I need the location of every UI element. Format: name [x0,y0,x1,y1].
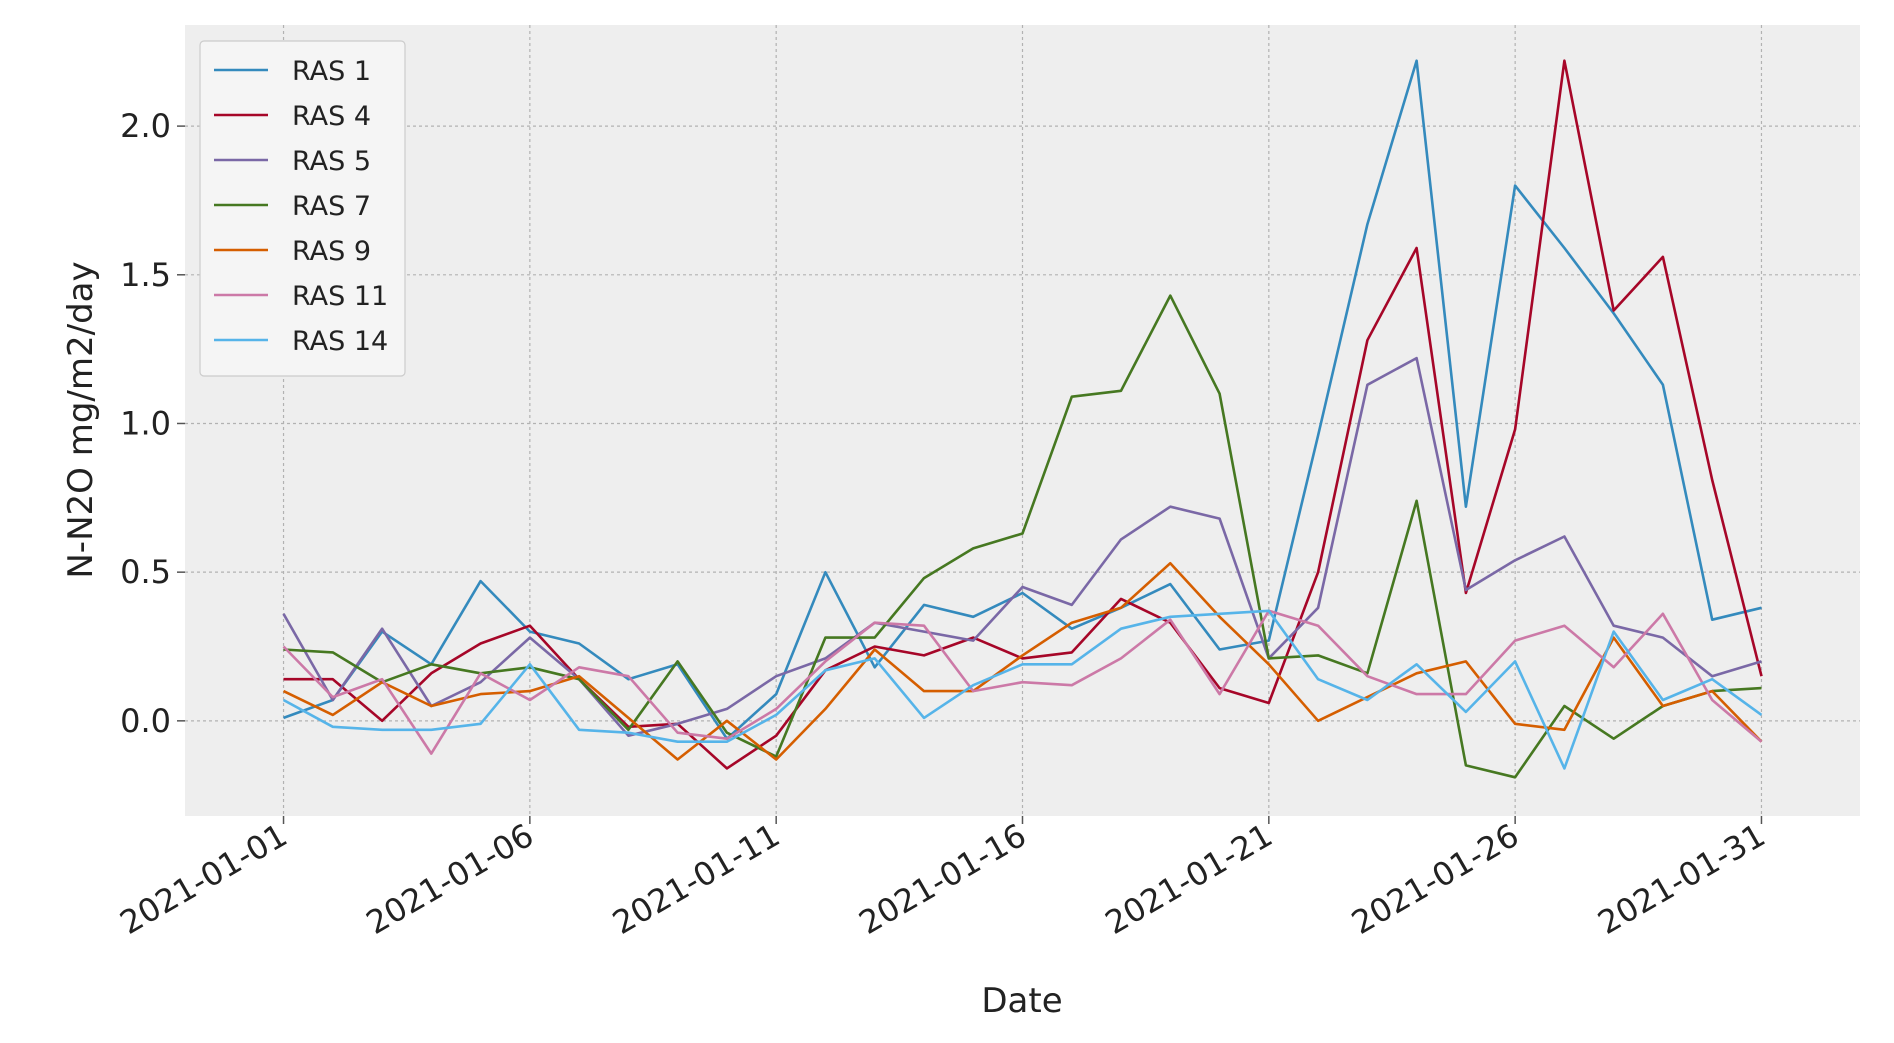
series-line-ras-7 [283,294,1762,779]
legend-label: RAS 4 [292,101,371,132]
x-tick-label: 2021-01-26 [1345,816,1525,942]
x-tick-label: 2021-01-21 [1099,816,1279,942]
y-tick-label: 0.5 [120,553,171,591]
y-axis-label: N-N2O mg/m2/day [61,261,101,578]
x-tick-label: 2021-01-01 [113,816,293,942]
legend-label: RAS 14 [292,326,388,357]
legend-label: RAS 7 [292,191,371,222]
legend-box [199,40,406,377]
y-tick-label: 2.0 [120,107,171,145]
x-tick-label: 2021-01-11 [606,816,786,942]
series-line-ras-4 [283,59,1763,770]
legend-label: RAS 1 [292,56,371,87]
x-tick-label: 2021-01-16 [852,816,1032,942]
legend: RAS 1 RAS 4 RAS 5 RAS 7 RAS 9 RAS 11 RAS 14 [199,40,406,377]
series-line-ras-5 [282,356,1762,738]
plot-background [185,25,1860,816]
x-tick-label: 2021-01-06 [360,816,540,942]
series-line-ras-1 [283,59,1762,741]
x-axis-label: Date [981,981,1062,1021]
legend-label: RAS 11 [292,281,388,312]
x-tick-label: 2021-01-31 [1591,816,1771,942]
series-line-ras-9 [282,561,1763,761]
series-line-ras-11 [282,609,1763,755]
series-line-ras-14 [282,609,1763,770]
legend-label: RAS 9 [292,236,371,267]
y-tick-label: 1.5 [120,256,171,294]
series-lines [282,59,1763,779]
legend-label: RAS 5 [292,146,371,177]
y-tick-label: 0.0 [120,702,171,740]
y-tick-label: 1.0 [120,404,171,442]
